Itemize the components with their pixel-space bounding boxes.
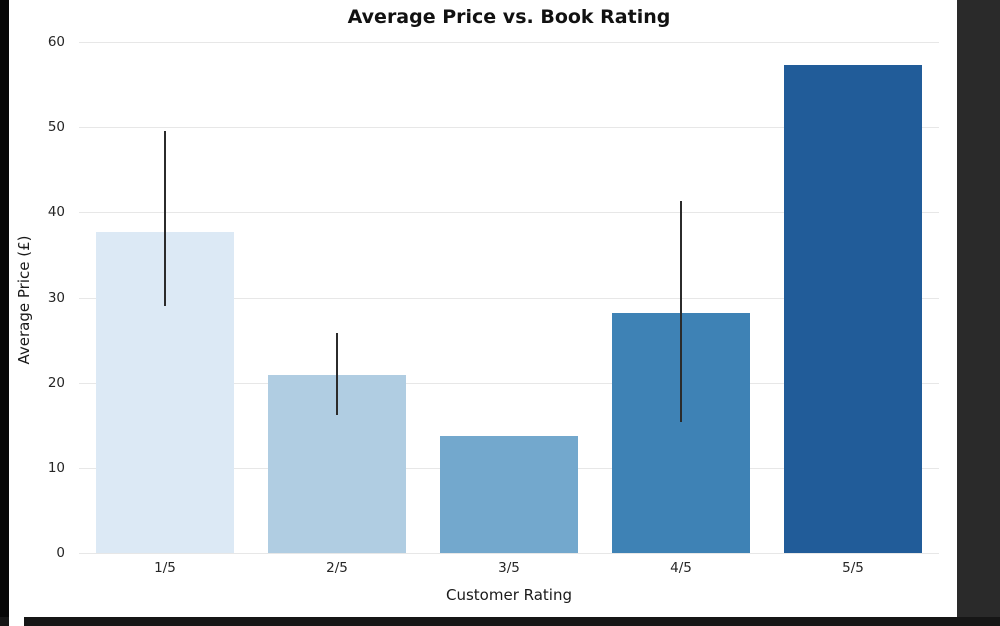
y-tick-label: 60 xyxy=(47,34,65,50)
x-tick-label: 2/5 xyxy=(326,560,348,576)
error-bar-4/5 xyxy=(680,201,682,422)
partial-ui-fragment xyxy=(9,617,24,626)
y-tick-label: 40 xyxy=(47,204,65,221)
error-bar-1/5 xyxy=(164,131,166,306)
window-bottom-edge xyxy=(0,617,1000,626)
y-tick-label: 50 xyxy=(47,119,65,136)
y-tick-label: 10 xyxy=(47,459,65,476)
window-left-edge xyxy=(0,0,9,626)
gridline xyxy=(79,382,939,384)
gridline xyxy=(79,127,939,129)
chart-figure: Average Price vs. Book Rating Average Pr… xyxy=(9,0,957,617)
y-tick-label: 20 xyxy=(47,374,65,391)
plot-area xyxy=(79,42,939,554)
y-tick-label: 30 xyxy=(47,289,65,306)
x-tick-labels: 1/5 2/5 3/5 4/5 5/5 xyxy=(79,560,939,580)
x-axis-label: Customer Rating xyxy=(446,586,572,604)
chart-title: Average Price vs. Book Rating xyxy=(347,6,671,28)
x-tick-label: 5/5 xyxy=(842,560,864,576)
x-tick-label: 4/5 xyxy=(670,560,692,576)
y-tick-labels: 0 10 20 30 40 50 60 xyxy=(9,34,73,561)
gridline xyxy=(79,297,939,299)
x-tick-label: 3/5 xyxy=(498,560,520,576)
error-bar-2/5 xyxy=(336,333,338,416)
bar-3/5 xyxy=(440,436,578,553)
y-tick-label: 0 xyxy=(56,545,65,561)
gridline xyxy=(79,553,939,554)
bar-5/5 xyxy=(784,64,922,553)
gridline xyxy=(79,212,939,214)
gridline xyxy=(79,42,939,43)
x-tick-label: 1/5 xyxy=(154,560,176,576)
